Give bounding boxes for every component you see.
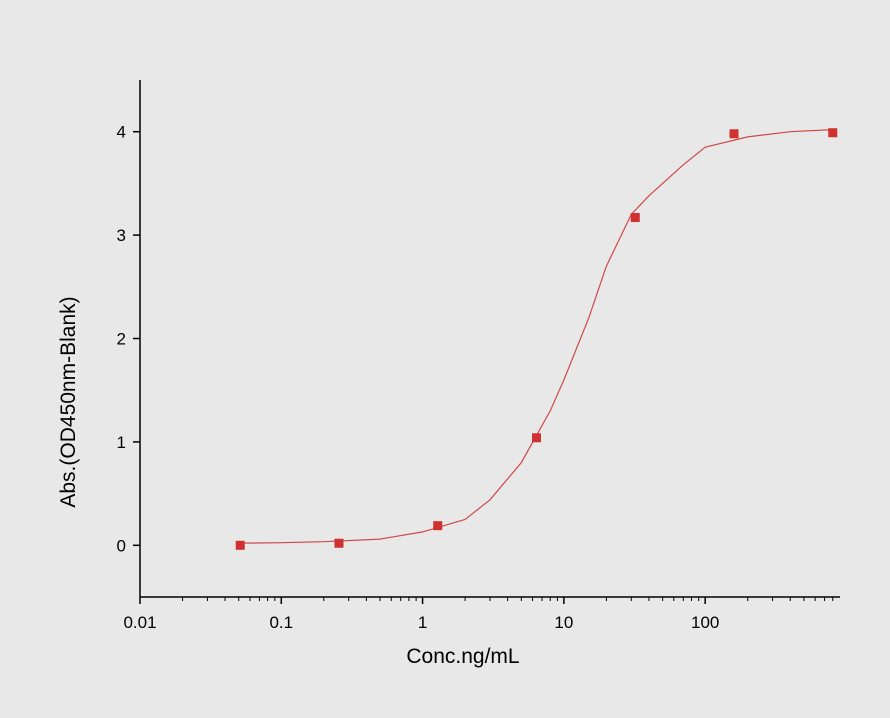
data-point <box>433 521 443 531</box>
y-tick-label: 0 <box>117 536 126 555</box>
y-tick-label: 3 <box>117 226 126 245</box>
data-point <box>729 129 739 139</box>
data-point <box>334 538 344 548</box>
x-tick-label: 100 <box>691 613 719 632</box>
y-axis-label: Abs.(OD450nm-Blank) <box>57 296 80 507</box>
y-tick-label: 2 <box>117 330 126 349</box>
data-point <box>630 213 640 223</box>
data-point <box>828 128 838 138</box>
fit-curve <box>240 129 833 544</box>
x-tick-label: 1 <box>418 613 427 632</box>
y-tick-label: 1 <box>117 433 126 452</box>
data-point <box>235 540 245 550</box>
x-axis-label: Conc.ng/mL <box>406 645 519 668</box>
x-tick-label: 10 <box>554 613 573 632</box>
y-tick-label: 4 <box>117 123 126 142</box>
x-tick-label: 0.01 <box>123 613 156 632</box>
data-point <box>531 433 541 443</box>
x-tick-label: 0.1 <box>269 613 293 632</box>
